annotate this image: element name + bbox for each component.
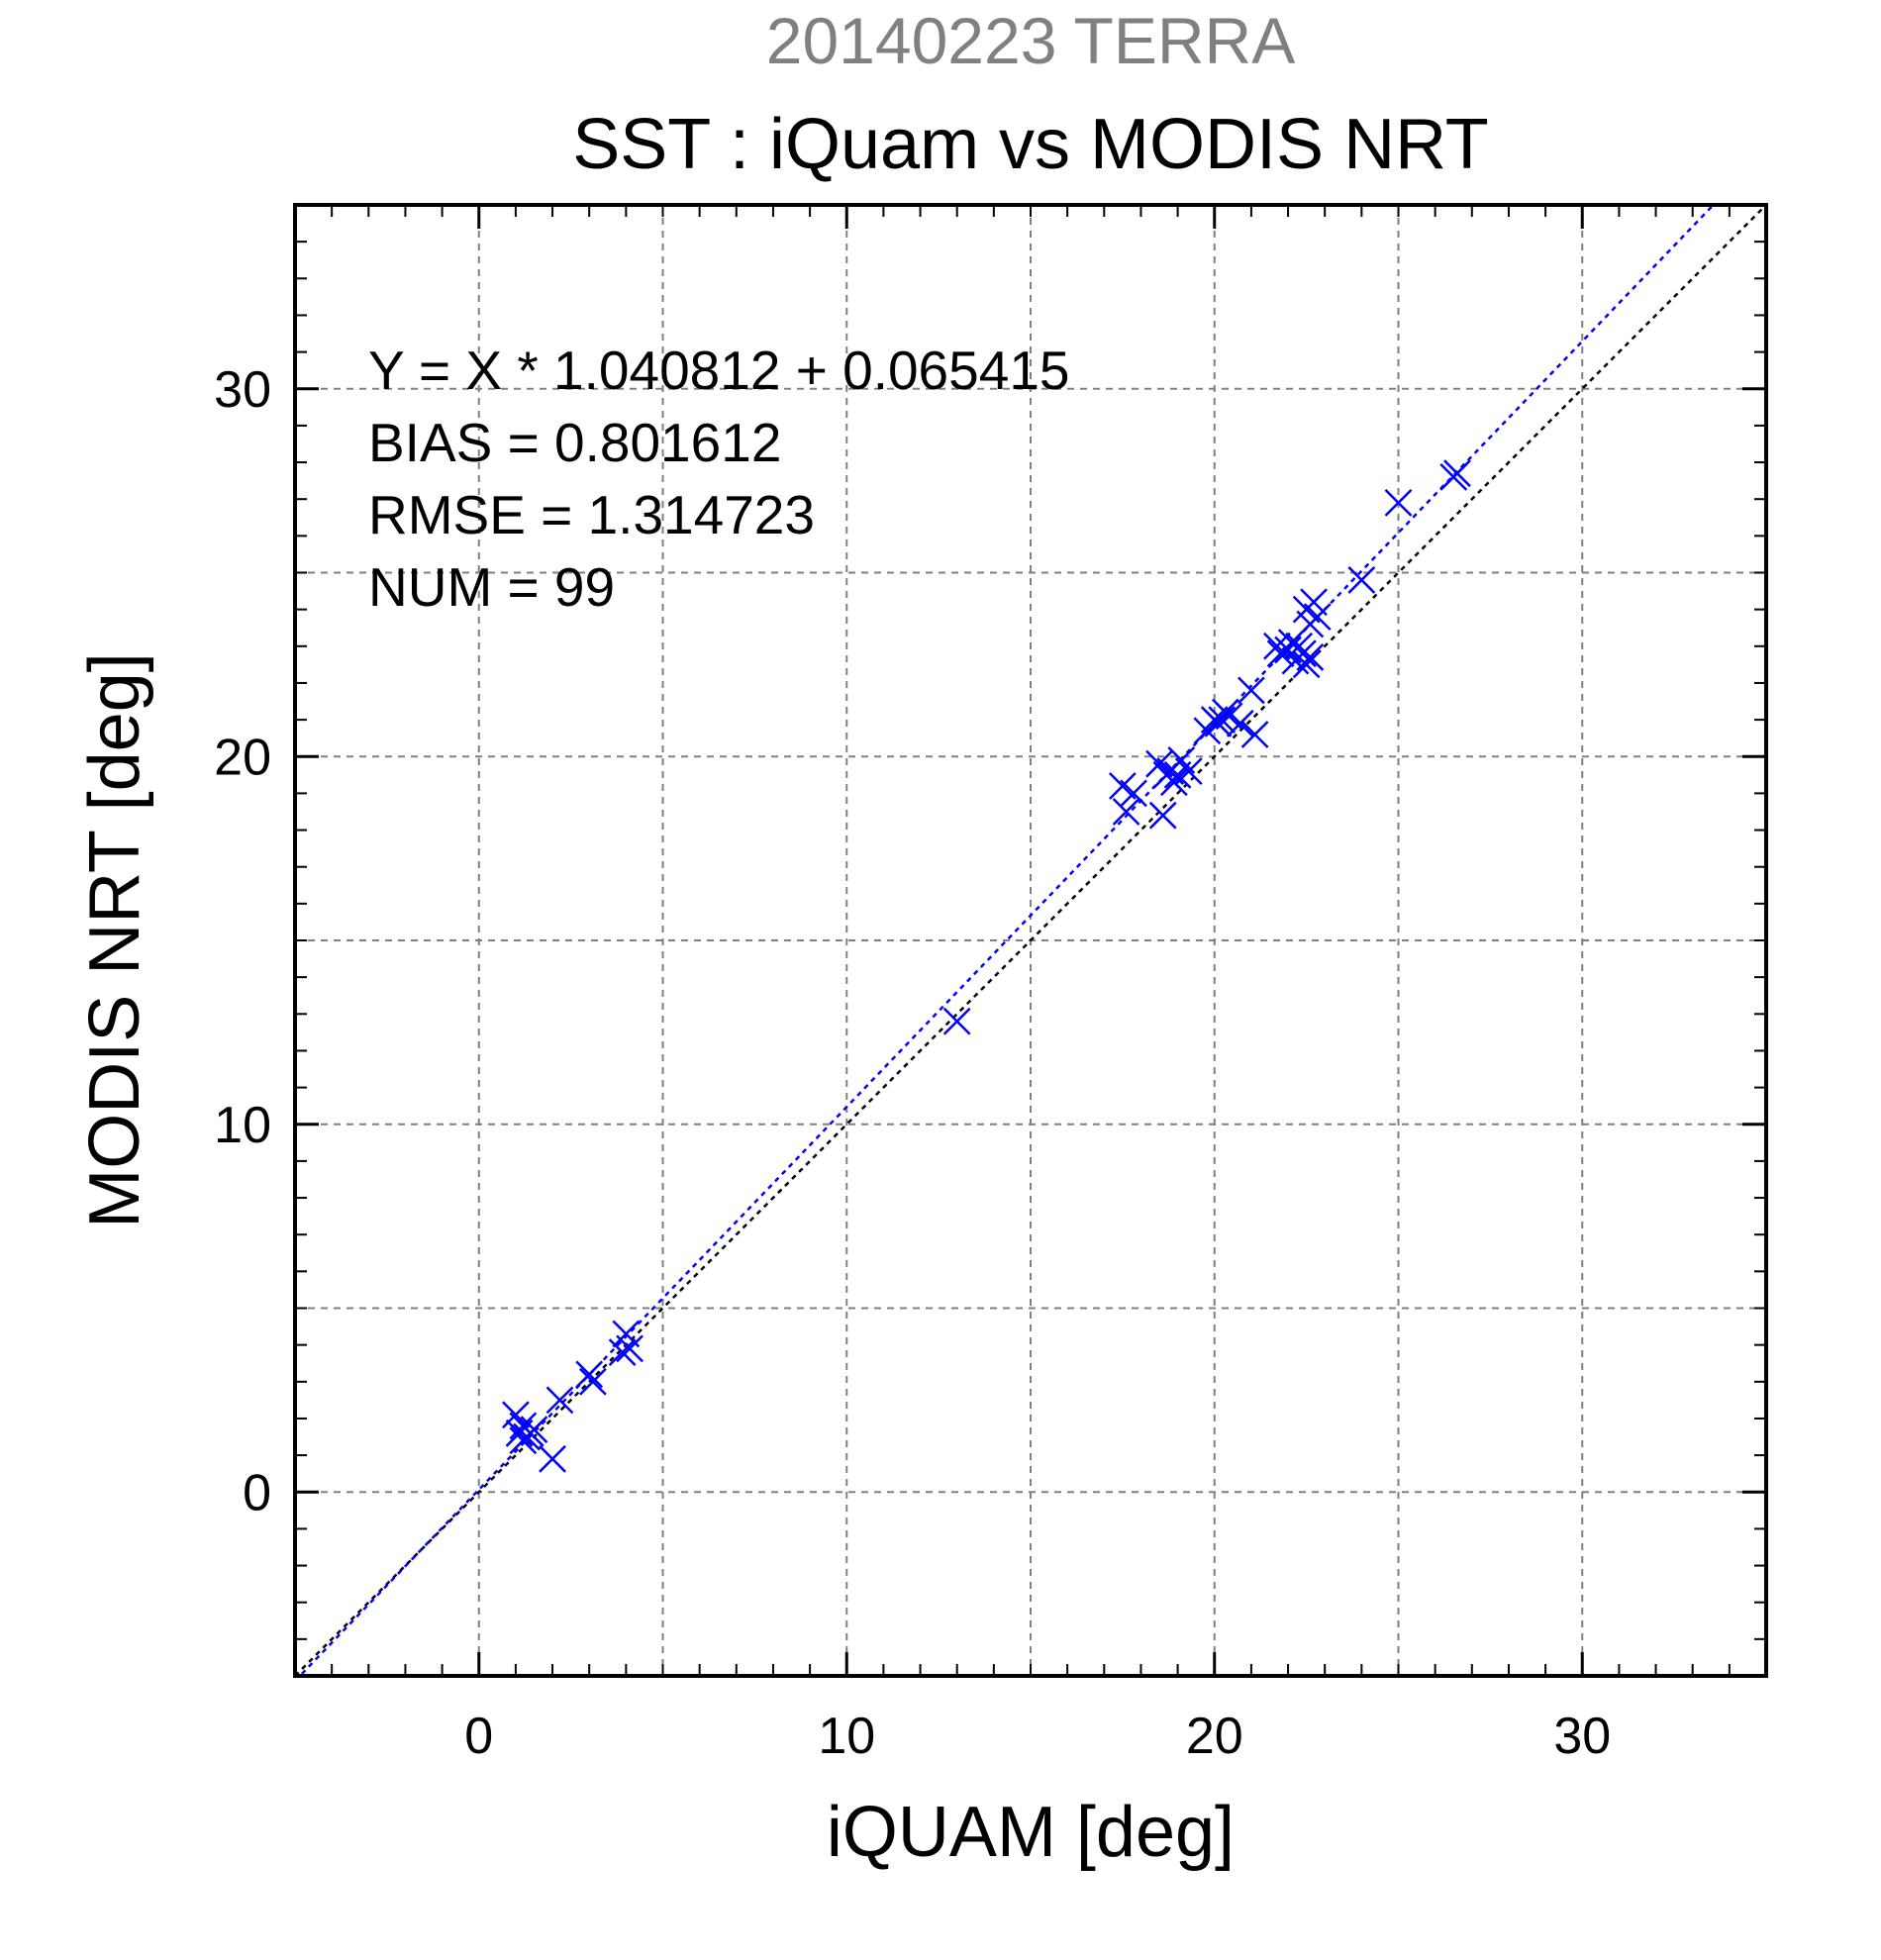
chart-title: SST : iQuam vs MODIS NRT: [572, 105, 1489, 184]
x-tick-label: 20: [1186, 1708, 1243, 1765]
plot-frame: [293, 203, 1768, 1678]
y-tick-label: 10: [214, 1097, 271, 1154]
stats-num: NUM = 99: [368, 556, 615, 618]
stats-equation: Y = X * 1.040812 + 0.065415: [368, 340, 1070, 401]
major-ticks: [295, 205, 1766, 1676]
chart-suptitle: 20140223 TERRA: [766, 4, 1295, 77]
stats-rmse: RMSE = 1.314723: [368, 484, 815, 545]
y-tick-label: 20: [214, 729, 271, 786]
data-point: [1112, 798, 1140, 826]
data-point: [1238, 676, 1265, 705]
regression-line: [298, 205, 1716, 1676]
data-point: [608, 1338, 637, 1366]
data-point: [1296, 643, 1325, 671]
y-tick-label: 30: [214, 361, 271, 419]
data-point: [1208, 706, 1237, 734]
data-point: [1289, 639, 1317, 668]
data-point: [545, 1386, 574, 1415]
data-point: [1174, 757, 1203, 785]
data-point: [520, 1416, 548, 1443]
data-point: [942, 1007, 971, 1035]
data-point: [616, 1334, 644, 1363]
data-point: [1120, 779, 1147, 808]
data-point: [1226, 709, 1254, 737]
data-point: [1240, 721, 1269, 748]
y-tick-label: 0: [243, 1464, 271, 1521]
stats-bias: BIAS = 0.801612: [368, 412, 781, 473]
data-point: [1384, 489, 1413, 517]
data-point: [1443, 459, 1471, 488]
x-axis-label: iQUAM [deg]: [827, 1793, 1235, 1872]
data-point: [1160, 768, 1188, 797]
data-point: [1303, 603, 1332, 631]
x-tick-label: 0: [464, 1708, 493, 1765]
x-tick-label: 10: [818, 1708, 875, 1765]
y-axis-label: MODIS NRT [deg]: [75, 652, 154, 1228]
data-point: [579, 1367, 607, 1396]
y-tick-labels: 0 10 20 30: [214, 361, 271, 1522]
x-tick-labels: 0 10 20 30: [464, 1708, 1611, 1765]
data-point: [1347, 566, 1376, 594]
data-point: [539, 1444, 566, 1473]
identity-line: [295, 205, 1766, 1676]
x-tick-label: 30: [1553, 1708, 1611, 1765]
data-point: [1292, 650, 1321, 679]
data-point: [575, 1360, 604, 1389]
stats-box: Y = X * 1.040812 + 0.065415 BIAS = 0.801…: [368, 340, 1070, 618]
data-point: [1148, 801, 1177, 830]
data-point: [509, 1412, 538, 1440]
data-points: [502, 459, 1471, 1473]
